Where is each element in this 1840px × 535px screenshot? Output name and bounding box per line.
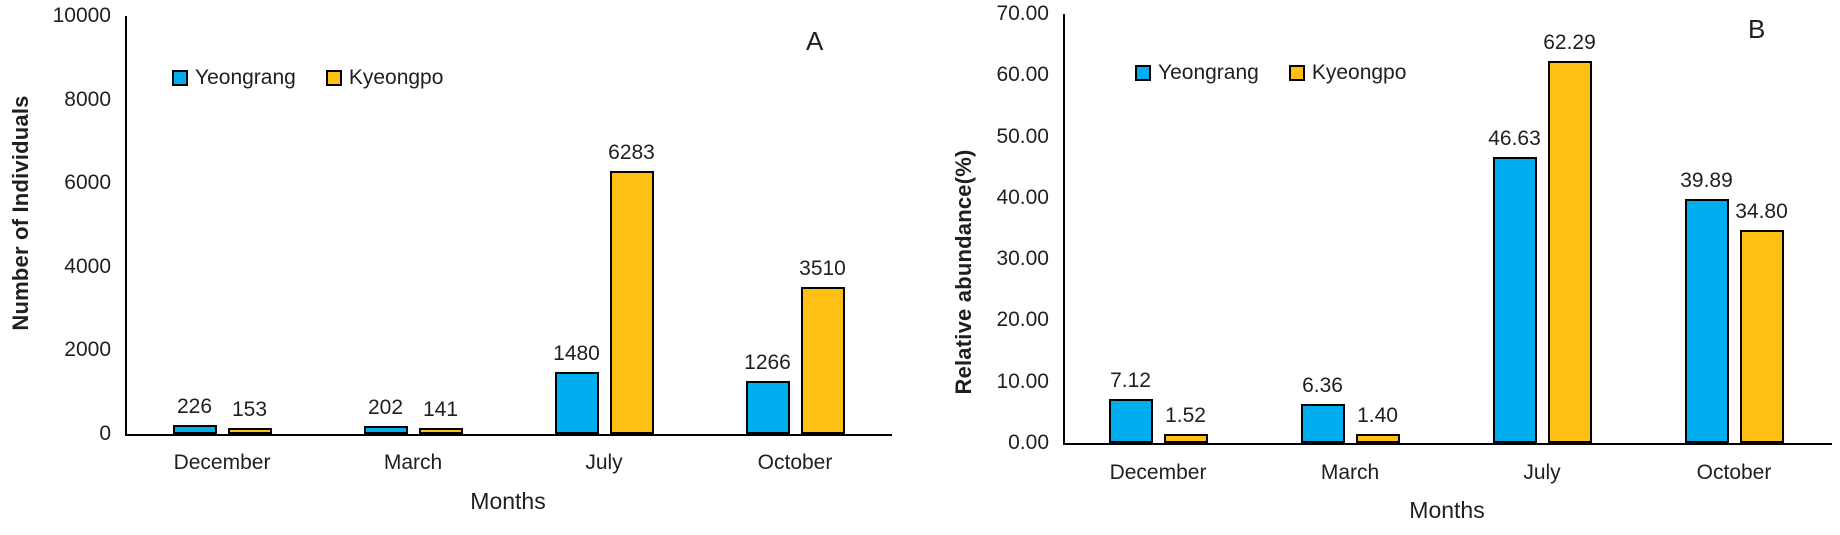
bar-value-label: 6.36 xyxy=(1302,374,1343,397)
bar-value-label: 62.29 xyxy=(1543,31,1596,54)
chart-panel-b: Relative abundance(%) 0.00 10.00 20.00 30.0… xyxy=(920,0,1840,535)
legend-swatch-icon xyxy=(1288,65,1305,81)
x-category-label: December xyxy=(173,451,271,474)
legend-label: Kyeongpo xyxy=(348,66,444,89)
bar-kyeongpo-october xyxy=(800,287,845,434)
y-tick-label: 30.00 xyxy=(996,247,1049,271)
bar-kyeongpo-july xyxy=(609,171,654,434)
bar-value-label: 46.63 xyxy=(1488,127,1541,150)
bar-kyeongpo-october xyxy=(1739,230,1784,443)
bar-kyeongpo-july xyxy=(1547,61,1592,443)
bar-yeongrang-december xyxy=(172,425,217,434)
legend-label: Yeongrang xyxy=(1158,61,1259,84)
legend-item-kyeongpo: Kyeongpo xyxy=(325,66,444,90)
bar-kyeongpo-december xyxy=(227,428,272,434)
bar-value-label: 226 xyxy=(176,395,213,418)
x-category-label: July xyxy=(1523,461,1561,484)
bar-yeongrang-october xyxy=(745,381,790,434)
y-tick-label: 60.00 xyxy=(996,63,1049,87)
bar-yeongrang-march xyxy=(1300,404,1345,443)
bar-value-label: 6283 xyxy=(608,141,655,164)
bar-yeongrang-october xyxy=(1684,199,1729,443)
y-tick-label: 0 xyxy=(99,422,111,445)
bar-kyeongpo-march xyxy=(418,428,463,434)
x-category-label: October xyxy=(1696,461,1772,484)
y-tick-label: 8000 xyxy=(64,87,111,111)
bar-value-label: 141 xyxy=(422,398,459,421)
x-axis-title: Months xyxy=(470,488,546,514)
bar-value-label: 7.12 xyxy=(1110,369,1151,392)
bar-value-label: 153 xyxy=(231,398,268,421)
y-tick-label: 10.00 xyxy=(996,369,1049,393)
x-category-label: October xyxy=(757,451,833,474)
legend-swatch-icon xyxy=(172,70,188,86)
legend: Yeongrang Kyeongpo xyxy=(172,66,443,90)
bar-value-label: 34.80 xyxy=(1735,200,1788,223)
legend-label: Kyeongpo xyxy=(1311,61,1407,84)
x-category-label: July xyxy=(585,451,623,474)
y-tick-label: 10000 xyxy=(52,4,111,27)
bar-kyeongpo-december xyxy=(1163,434,1208,443)
chart-panel-a: Number of Individuals 0 2000 4000 6000 8000 1… xyxy=(8,4,892,514)
y-tick-label: 40.00 xyxy=(996,185,1049,209)
y-tick-label: 2000 xyxy=(64,338,111,362)
bar-value-label: 1480 xyxy=(553,342,600,365)
bar-value-label: 3510 xyxy=(799,257,846,280)
legend-label: Yeongrang xyxy=(195,66,296,89)
bar-yeongrang-july xyxy=(1492,157,1537,443)
legend-item-yeongrang: Yeongrang xyxy=(172,66,296,90)
x-axis-title: Months xyxy=(1409,497,1485,523)
x-category-label: March xyxy=(1320,461,1380,484)
bar-yeongrang-july xyxy=(554,372,599,434)
x-category-label: December xyxy=(1109,461,1207,484)
bar-value-label: 1.52 xyxy=(1165,404,1206,427)
panel-label: B xyxy=(1748,14,1766,44)
legend-item-yeongrang: Yeongrang xyxy=(1135,61,1259,85)
bar-value-label: 1.40 xyxy=(1357,404,1398,427)
y-axis-title: Number of Individuals xyxy=(8,95,33,331)
y-tick-label: 70.00 xyxy=(996,1,1049,25)
plot-area xyxy=(1063,14,1832,445)
legend: Yeongrang Kyeongpo xyxy=(1135,61,1406,85)
bar-value-label: 39.89 xyxy=(1680,169,1733,192)
bar-value-label: 1266 xyxy=(744,351,791,374)
bar-yeongrang-december xyxy=(1108,399,1153,443)
y-tick-label: 4000 xyxy=(64,254,111,278)
legend-swatch-icon xyxy=(325,70,342,86)
y-tick-label: 50.00 xyxy=(996,124,1049,148)
y-tick-label: 0.00 xyxy=(1008,431,1049,454)
bar-yeongrang-march xyxy=(363,426,408,434)
legend-swatch-icon xyxy=(1135,65,1151,81)
legend-item-kyeongpo: Kyeongpo xyxy=(1288,61,1407,85)
x-category-label: March xyxy=(383,451,443,474)
bar-kyeongpo-march xyxy=(1355,434,1400,443)
panel-label: A xyxy=(806,26,824,56)
plot-area xyxy=(125,16,892,436)
bar-value-label: 202 xyxy=(367,396,404,419)
y-tick-label: 20.00 xyxy=(996,308,1049,332)
y-tick-label: 6000 xyxy=(64,171,111,195)
